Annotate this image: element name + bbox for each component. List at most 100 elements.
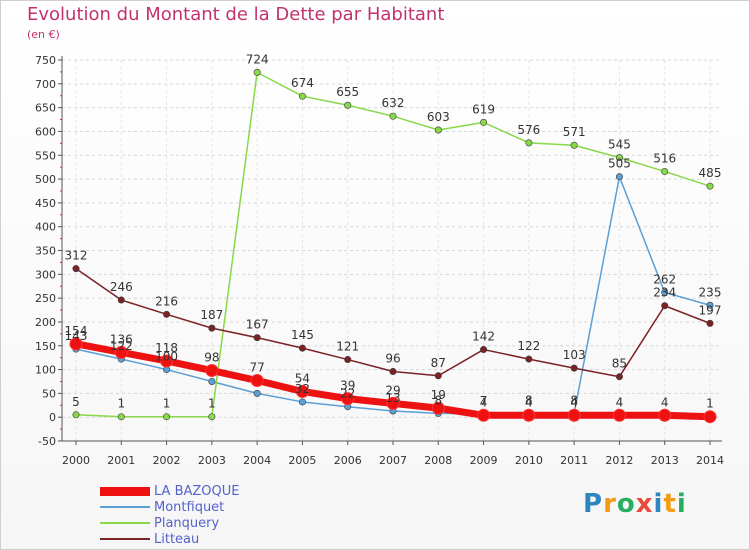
data-label: 22	[340, 387, 355, 401]
data-label: 103	[563, 348, 586, 362]
chart-legend: LA BAZOQUE Montfiquet Planquery Litteau	[100, 483, 239, 547]
data-point	[661, 167, 669, 175]
y-tick-label: 150	[35, 340, 56, 353]
y-tick-label: 550	[35, 149, 56, 162]
data-label: 576	[517, 123, 540, 137]
legend-swatch	[100, 522, 150, 524]
data-label: 100	[155, 350, 178, 364]
y-tick-label: 50	[42, 387, 56, 400]
y-tick-label: 400	[35, 221, 56, 234]
data-point	[431, 401, 445, 415]
data-label: 4	[570, 395, 578, 409]
legend-label: Montfiquet	[154, 499, 225, 515]
data-label: 85	[612, 357, 627, 371]
data-point	[612, 408, 626, 422]
data-label: 619	[472, 102, 495, 116]
legend-label: Planquery	[154, 515, 220, 531]
data-label: 29	[385, 383, 400, 397]
data-point	[69, 337, 83, 351]
x-tick-label: 2005	[288, 454, 316, 467]
x-tick-label: 2003	[198, 454, 226, 467]
data-point	[525, 355, 533, 363]
data-label: 197	[699, 303, 722, 317]
data-point	[160, 354, 174, 368]
data-label: 143	[65, 329, 88, 343]
logo-letter: x	[635, 489, 654, 519]
x-tick-label: 2007	[379, 454, 407, 467]
legend-swatch	[100, 506, 150, 508]
x-tick-label: 2009	[470, 454, 498, 467]
data-point	[114, 345, 128, 359]
y-tick-label: 250	[35, 292, 56, 305]
data-point	[661, 302, 669, 310]
data-label: 118	[155, 341, 178, 355]
legend-swatch	[100, 538, 150, 540]
data-point	[567, 408, 581, 422]
data-label: 167	[246, 318, 269, 332]
x-tick-label: 2000	[62, 454, 90, 467]
logo-letter: t	[663, 489, 677, 519]
data-point	[615, 173, 623, 181]
data-label: 87	[431, 356, 446, 370]
data-point	[615, 154, 623, 162]
data-point	[253, 334, 261, 342]
chart-title: Evolution du Montant de la Dette par Hab…	[27, 4, 445, 25]
y-tick-label: 300	[35, 268, 56, 281]
x-tick-label: 2012	[605, 454, 633, 467]
data-label: 4	[616, 395, 624, 409]
data-point	[525, 139, 533, 147]
data-point	[163, 413, 171, 421]
legend-item: Planquery	[100, 515, 239, 531]
x-tick-label: 2008	[424, 454, 452, 467]
data-point	[661, 288, 669, 296]
data-label: 19	[431, 388, 446, 402]
x-tick-label: 2001	[107, 454, 135, 467]
data-label: 32	[295, 382, 310, 396]
data-point	[250, 374, 264, 388]
data-point	[295, 384, 309, 398]
data-point	[208, 377, 216, 385]
data-point	[205, 364, 219, 378]
x-tick-label: 2014	[696, 454, 724, 467]
data-point	[117, 296, 125, 304]
data-label: 96	[385, 351, 400, 365]
data-label: 122	[110, 339, 133, 353]
data-label: 145	[291, 328, 314, 342]
legend-label: LA BAZOQUE	[154, 483, 240, 499]
data-point	[253, 68, 261, 76]
data-point	[298, 92, 306, 100]
data-label: 54	[295, 371, 310, 385]
data-point	[117, 413, 125, 421]
chart-subtitle: (en €)	[27, 28, 60, 41]
data-label: 674	[291, 76, 314, 90]
data-point	[389, 112, 397, 120]
data-label: 312	[65, 249, 88, 263]
data-label: 516	[653, 151, 676, 165]
data-label: 4	[525, 395, 533, 409]
data-label: 136	[110, 332, 133, 346]
legend-label: Litteau	[154, 531, 200, 547]
x-tick-label: 2006	[334, 454, 362, 467]
data-point	[72, 265, 80, 273]
data-point	[477, 408, 491, 422]
data-label: 4	[480, 395, 488, 409]
data-label: 187	[200, 308, 223, 322]
data-label: 505	[608, 157, 631, 171]
legend-swatch	[100, 486, 150, 496]
y-tick-label: 600	[35, 125, 56, 138]
proxiti-logo: Proxiti	[583, 489, 687, 519]
logo-letter: P	[583, 489, 604, 519]
data-label: 1	[208, 397, 216, 411]
data-label: 1	[163, 397, 171, 411]
data-label: 1	[706, 397, 714, 411]
legend-item: Litteau	[100, 531, 239, 547]
data-label: 571	[563, 125, 586, 139]
data-point	[344, 101, 352, 109]
data-label: 234	[653, 286, 676, 300]
logo-letter: r	[603, 489, 617, 519]
data-label: 216	[155, 294, 178, 308]
data-label: 5	[72, 395, 80, 409]
legend-item: LA BAZOQUE	[100, 483, 239, 499]
